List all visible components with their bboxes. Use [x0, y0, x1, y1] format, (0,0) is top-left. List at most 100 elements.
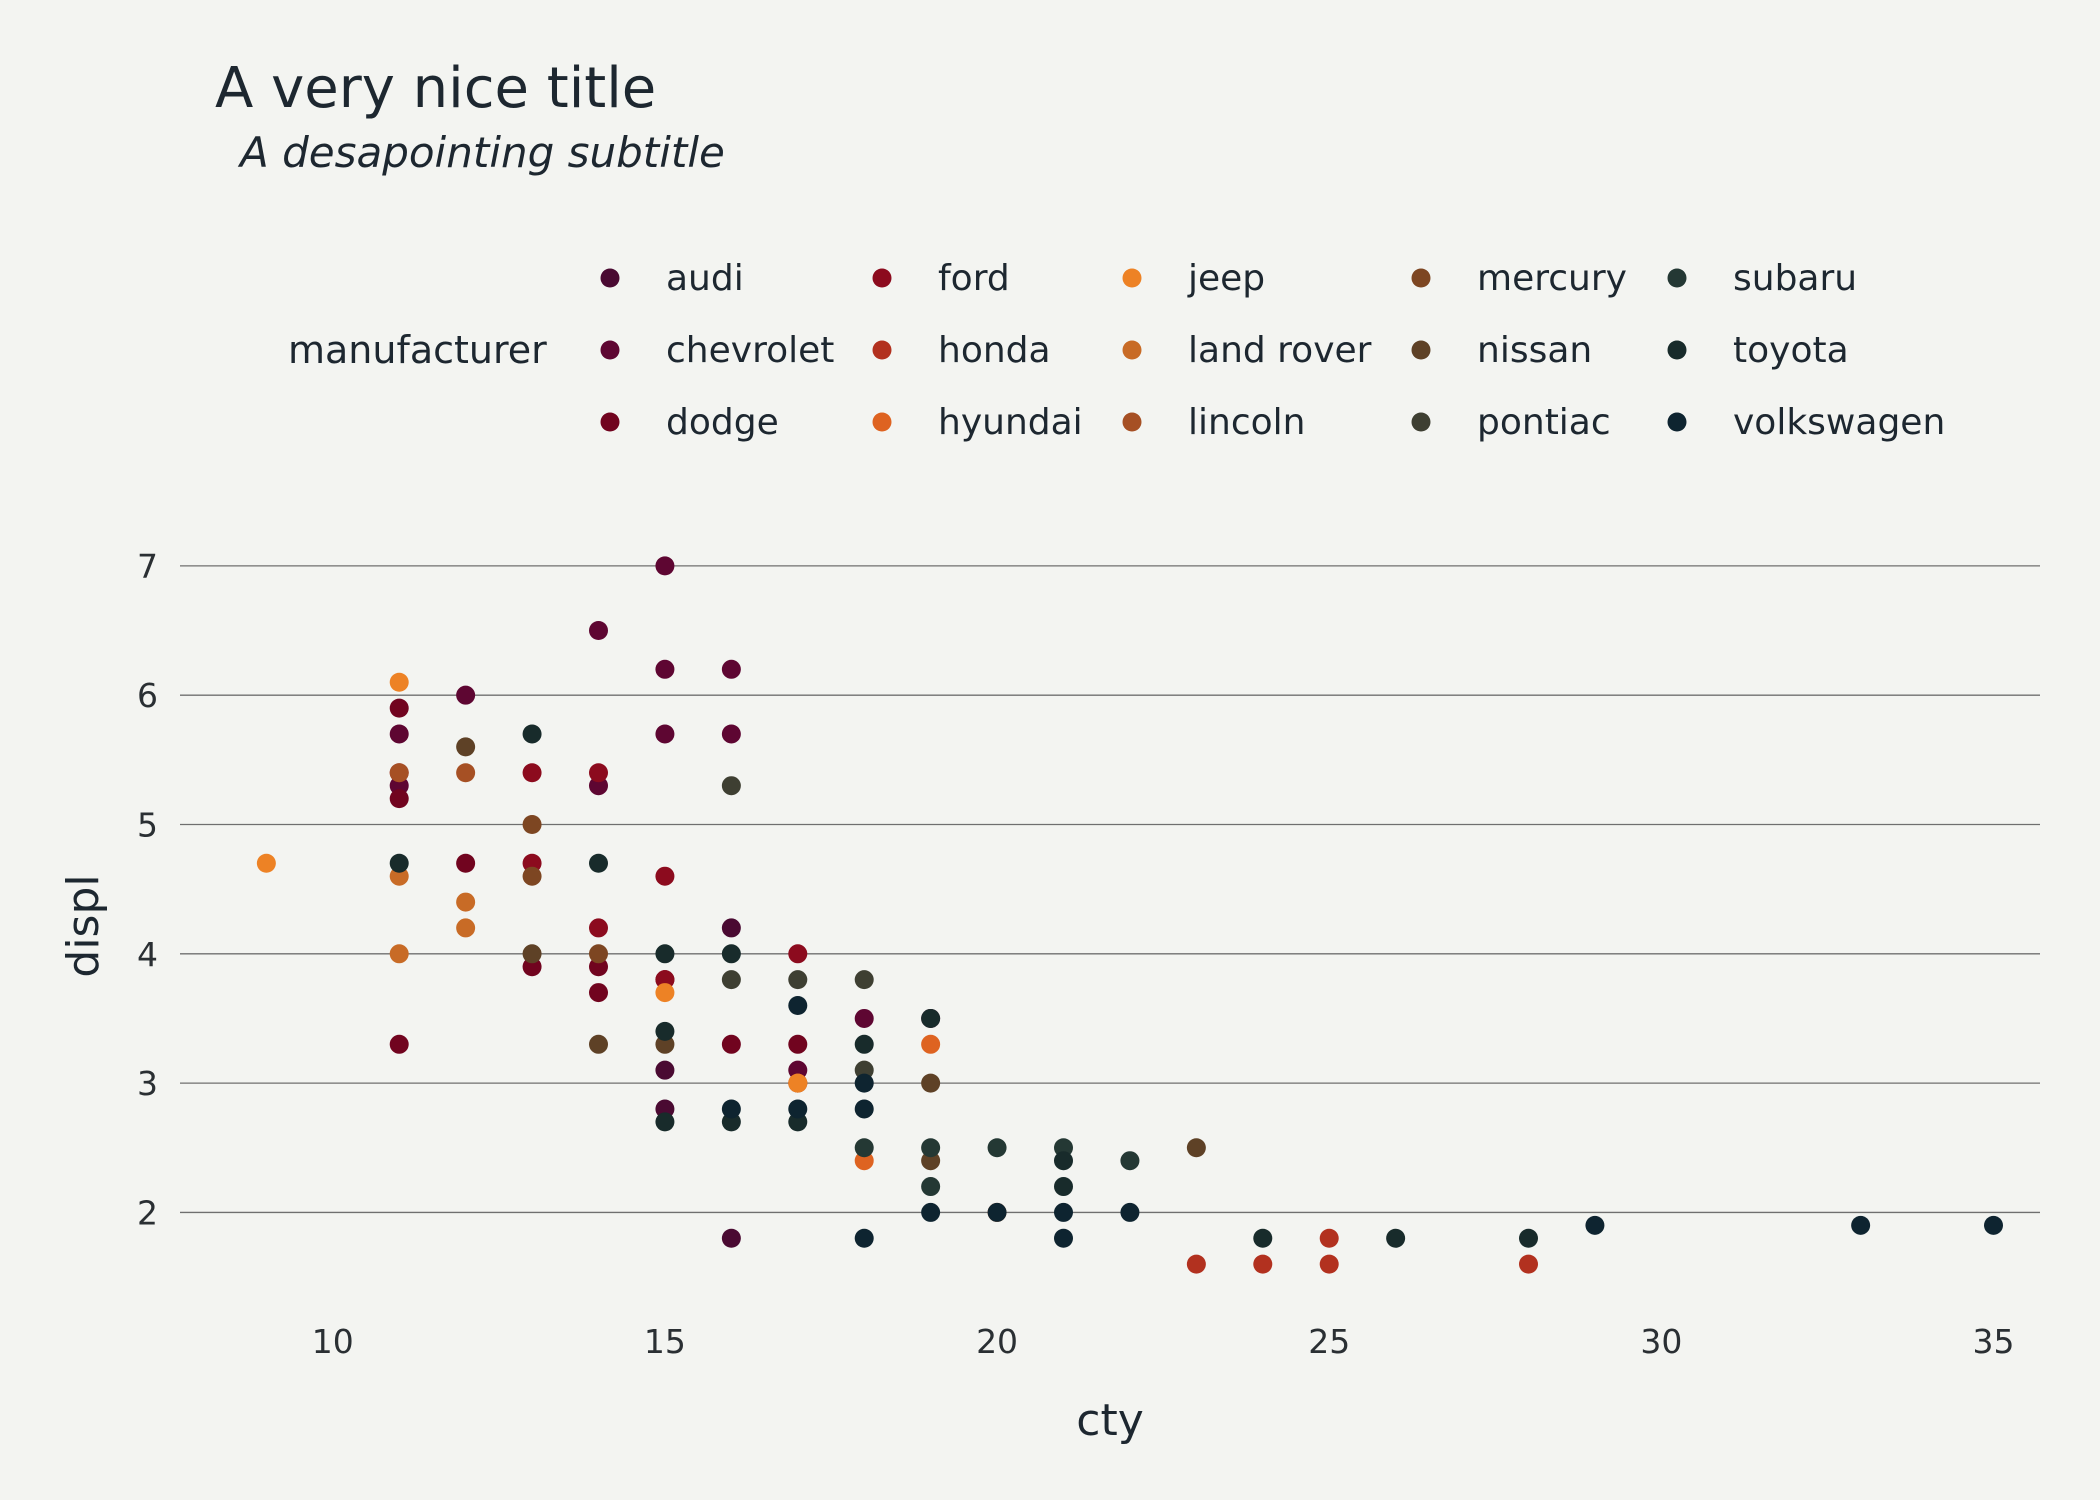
y-tick-label: 5	[137, 805, 158, 844]
point-ford	[589, 918, 608, 938]
legend-items: audi chevrolet dodge ford honda hyundai jeep la…	[600, 258, 1945, 443]
point-chevrolet	[655, 724, 675, 744]
point-subaru	[987, 1138, 1007, 1158]
point-ford	[522, 763, 542, 783]
legend: manufacturer audi chevrolet dodge ford honda…	[288, 258, 1945, 443]
legend-swatch	[872, 340, 892, 360]
point-toyota	[655, 944, 675, 964]
legend-label: pontiac	[1477, 402, 1611, 443]
point-honda	[1253, 1254, 1273, 1274]
point-volkswagen	[1851, 1215, 1871, 1235]
point-jeep	[389, 672, 409, 692]
legend-label: ford	[938, 258, 1010, 299]
point-chevrolet	[655, 556, 675, 576]
point-dodge	[389, 698, 409, 718]
point-volkswagen	[921, 1202, 941, 1222]
point-volkswagen	[1984, 1215, 2003, 1235]
point-toyota	[655, 1021, 675, 1041]
point-honda	[1319, 1228, 1339, 1248]
legend-item-dodge: dodge	[600, 402, 779, 443]
point-jeep	[655, 983, 675, 1003]
point-volkswagen	[1054, 1228, 1073, 1248]
point-toyota	[1054, 1177, 1073, 1197]
legend-swatch	[1122, 268, 1142, 288]
point-honda	[1186, 1254, 1206, 1274]
legend-label: hyundai	[938, 402, 1083, 443]
legend-swatch	[872, 412, 892, 432]
point-pontiac	[721, 776, 741, 796]
point-lincoln	[456, 763, 476, 783]
point-chevrolet	[721, 724, 741, 744]
point-chevrolet	[456, 685, 476, 705]
point-toyota	[721, 944, 741, 964]
legend-swatch	[872, 268, 892, 288]
point-toyota	[1253, 1228, 1273, 1248]
legend-label: dodge	[666, 402, 779, 443]
point-honda	[1319, 1254, 1339, 1274]
y-tick-label: 6	[137, 676, 158, 715]
point-pontiac	[788, 970, 808, 990]
point-jeep	[788, 1073, 808, 1093]
point-chevrolet	[655, 659, 675, 679]
x-tick-label: 20	[976, 1322, 1018, 1361]
legend-swatch	[600, 268, 620, 288]
legend-swatch	[1411, 340, 1431, 360]
legend-item-jeep: jeep	[1122, 258, 1265, 299]
legend-item-honda: honda	[872, 330, 1051, 371]
legend-swatch	[600, 412, 620, 432]
point-subaru	[921, 1138, 941, 1158]
chart-title: A very nice title	[215, 56, 656, 121]
point-toyota	[1519, 1228, 1538, 1248]
point-dodge	[721, 1034, 741, 1054]
point-nissan	[589, 1034, 608, 1054]
point-audi	[655, 1060, 675, 1080]
legend-item-nissan: nissan	[1411, 330, 1592, 371]
legend-swatch	[1411, 268, 1431, 288]
point-dodge	[389, 1034, 409, 1054]
chart-subtitle: A desapointing subtitle	[237, 128, 725, 177]
legend-swatch	[1667, 412, 1687, 432]
x-tick-label: 10	[312, 1322, 354, 1361]
point-toyota	[389, 853, 409, 873]
point-toyota	[1054, 1151, 1073, 1171]
point-subaru	[854, 1138, 874, 1158]
legend-swatch	[600, 340, 620, 360]
point-toyota	[655, 1112, 675, 1132]
gridlines	[180, 565, 2040, 1214]
legend-item-volkswagen: volkswagen	[1667, 402, 1945, 443]
point-volkswagen	[987, 1202, 1007, 1222]
point-nissan	[522, 944, 542, 964]
point-subaru	[921, 1177, 941, 1197]
legend-label: volkswagen	[1733, 402, 1945, 443]
point-mercury	[522, 866, 542, 886]
legend-label: toyota	[1733, 330, 1849, 371]
legend-label: honda	[938, 330, 1051, 371]
point-ford	[655, 866, 675, 886]
point-chevrolet	[721, 659, 741, 679]
legend-swatch	[1667, 340, 1687, 360]
point-lincoln	[389, 763, 409, 783]
legend-item-chevrolet: chevrolet	[600, 330, 834, 371]
legend-item-ford: ford	[872, 258, 1010, 299]
legend-item-mercury: mercury	[1411, 258, 1627, 299]
point-toyota	[921, 1008, 941, 1028]
legend-label: mercury	[1477, 258, 1627, 299]
point-toyota	[522, 724, 542, 744]
x-tick-label: 15	[644, 1322, 686, 1361]
y-tick-label: 4	[137, 935, 158, 974]
point-land-rover	[456, 892, 476, 912]
point-nissan	[456, 737, 476, 757]
legend-item-hyundai: hyundai	[872, 402, 1083, 443]
legend-swatch	[1122, 412, 1142, 432]
legend-label: jeep	[1187, 258, 1265, 299]
y-tick-label: 3	[137, 1064, 158, 1103]
point-volkswagen	[1585, 1215, 1605, 1235]
point-mercury	[522, 814, 542, 834]
point-hyundai	[921, 1034, 941, 1054]
point-audi	[721, 1228, 741, 1248]
point-toyota	[854, 1034, 874, 1054]
point-chevrolet	[854, 1008, 874, 1028]
point-chevrolet	[589, 621, 608, 641]
point-land-rover	[456, 918, 476, 938]
x-tick-label: 25	[1308, 1322, 1350, 1361]
